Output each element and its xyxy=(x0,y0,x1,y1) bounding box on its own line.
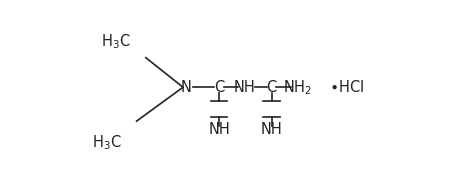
Text: $\bullet$HCl: $\bullet$HCl xyxy=(329,79,365,95)
Text: C: C xyxy=(214,80,224,95)
Text: NH: NH xyxy=(208,122,230,137)
Text: N: N xyxy=(181,80,191,95)
Text: H$_3$C: H$_3$C xyxy=(101,32,131,51)
Text: NH$_2$: NH$_2$ xyxy=(283,78,312,97)
Text: H$_3$C: H$_3$C xyxy=(92,133,122,152)
Text: NH: NH xyxy=(261,122,283,137)
Text: C: C xyxy=(266,80,277,95)
Text: NH: NH xyxy=(234,80,255,95)
